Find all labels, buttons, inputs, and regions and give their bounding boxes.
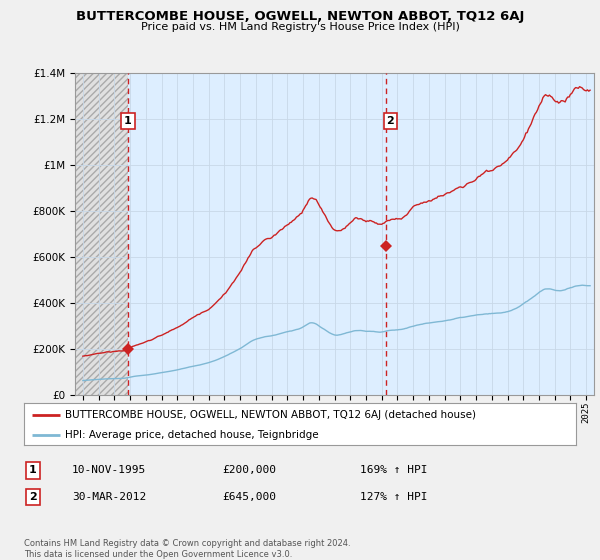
Text: £200,000: £200,000 (222, 465, 276, 475)
Text: BUTTERCOMBE HOUSE, OGWELL, NEWTON ABBOT, TQ12 6AJ (detached house): BUTTERCOMBE HOUSE, OGWELL, NEWTON ABBOT,… (65, 409, 476, 419)
Text: 127% ↑ HPI: 127% ↑ HPI (360, 492, 427, 502)
Text: 1: 1 (124, 116, 132, 126)
Text: 1: 1 (29, 465, 37, 475)
Text: 2: 2 (29, 492, 37, 502)
Text: 30-MAR-2012: 30-MAR-2012 (72, 492, 146, 502)
Text: 10-NOV-1995: 10-NOV-1995 (72, 465, 146, 475)
Text: 2: 2 (386, 116, 394, 126)
Text: Contains HM Land Registry data © Crown copyright and database right 2024.
This d: Contains HM Land Registry data © Crown c… (24, 539, 350, 559)
Text: £645,000: £645,000 (222, 492, 276, 502)
Text: HPI: Average price, detached house, Teignbridge: HPI: Average price, detached house, Teig… (65, 430, 319, 440)
Text: 169% ↑ HPI: 169% ↑ HPI (360, 465, 427, 475)
Text: Price paid vs. HM Land Registry's House Price Index (HPI): Price paid vs. HM Land Registry's House … (140, 22, 460, 32)
Text: BUTTERCOMBE HOUSE, OGWELL, NEWTON ABBOT, TQ12 6AJ: BUTTERCOMBE HOUSE, OGWELL, NEWTON ABBOT,… (76, 10, 524, 23)
